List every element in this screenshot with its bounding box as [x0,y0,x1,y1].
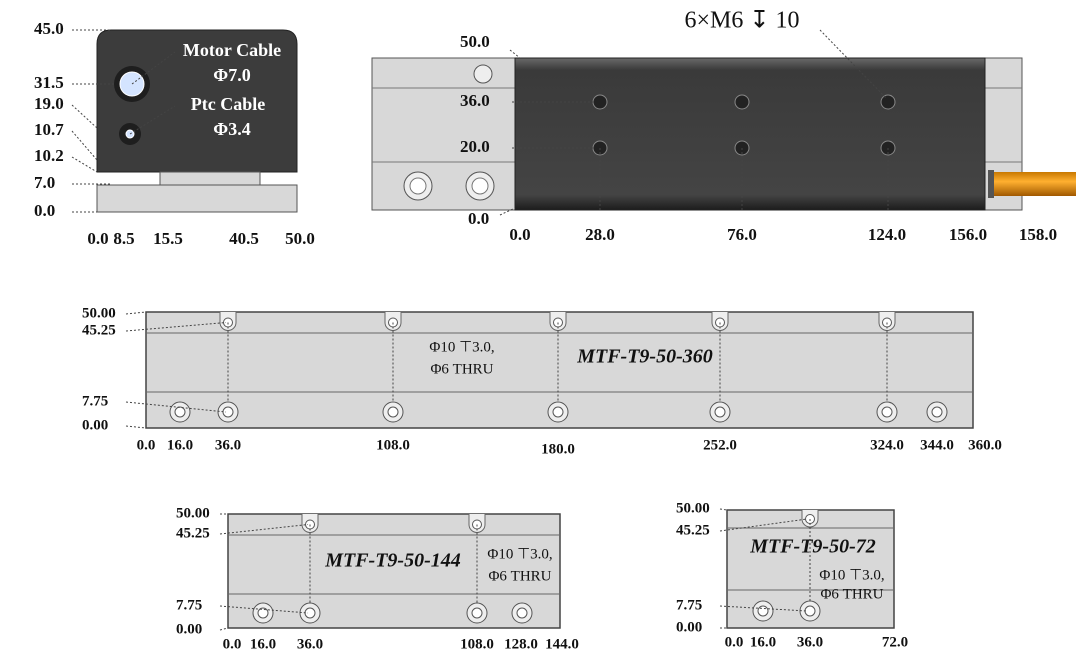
x-dimension: 36.0 [297,636,323,652]
hole [387,406,399,418]
x-dimension: 108.0 [376,437,410,453]
x-dimension: 16.0 [250,636,276,652]
y-dimension: 45.0 [34,19,64,38]
hole-note: Φ10 ⊤3.0, [429,339,494,355]
y-dimension: 50.00 [176,505,210,521]
x-dimension: 344.0 [920,437,954,453]
leader [219,605,309,614]
side-view [371,29,1076,216]
hole [757,605,769,617]
y-dimension: 45.25 [82,322,116,338]
y-dimension: 20.0 [460,137,490,156]
hole-note: Φ6 THRU [488,568,551,584]
hole [257,607,269,619]
leader [719,508,728,511]
x-dimension: 144.0 [545,636,579,652]
model-name: MTF-T9-50-72 [749,536,876,558]
y-dimension: 45.25 [176,525,210,541]
plates [125,311,974,631]
cable-callout: Φ7.0 [213,65,250,85]
hole [471,607,483,619]
x-dimension: 72.0 [882,634,908,650]
x-dimension: 108.0 [460,636,494,652]
hole [552,406,564,418]
hole [304,607,316,619]
x-dimension: 252.0 [703,437,737,453]
hole [174,406,186,418]
y-dimension: 50.00 [676,500,710,516]
leader [125,401,227,413]
x-dimension: 180.0 [541,441,575,457]
leader [719,518,808,532]
y-dimension: 31.5 [34,73,64,92]
hole [516,607,528,619]
plate-body [227,513,561,629]
hole-note: Φ10 ⊤3.0, [487,546,552,562]
y-dimension: 7.75 [176,597,202,613]
x-dimension: 16.0 [167,437,193,453]
x-dimension: 0.0 [223,636,242,652]
x-dimension: 0.0 [87,229,108,248]
hole-note: Φ6 THRU [430,361,493,377]
x-dimension: 0.0 [509,225,530,244]
x-dimension: 40.5 [229,229,259,248]
hole [222,406,234,418]
leader [125,322,227,332]
leader [219,627,229,631]
x-dimension: 0.0 [137,437,156,453]
y-dimension: 0.0 [34,201,55,220]
hole [804,605,816,617]
y-dimension: 45.25 [676,522,710,538]
x-dimension: 28.0 [585,225,615,244]
y-dimension: 0.0 [468,209,489,228]
x-dimension: 360.0 [968,437,1002,453]
y-dimension: 50.00 [82,305,116,321]
leader [125,425,147,429]
hole [714,406,726,418]
y-dimension: 19.0 [34,94,64,113]
hole [881,406,893,418]
end-view [71,29,298,213]
leader [219,524,309,535]
y-dimension: 10.7 [34,120,64,139]
x-dimension: 158.0 [1019,225,1057,244]
y-dimension: 0.00 [676,619,702,635]
y-dimension: 0.00 [82,417,108,433]
x-dimension: 15.5 [153,229,183,248]
thread-note: 6×M6 ↧ 10 [685,8,800,34]
x-dimension: 50.0 [285,229,315,248]
x-dimension: 124.0 [868,225,906,244]
x-dimension: 0.0 [725,634,744,650]
leader [125,311,147,315]
y-dimension: 36.0 [460,91,490,110]
x-dimension: 8.5 [113,229,134,248]
plate [219,513,561,631]
x-dimension: 76.0 [727,225,757,244]
cable-callout: Ptc Cable [191,94,265,114]
plate [125,311,974,429]
x-dimension: 156.0 [949,225,987,244]
y-dimension: 7.75 [82,393,108,409]
hole-note: Φ6 THRU [820,586,883,602]
cable-callout: Φ3.4 [213,119,250,139]
x-dimension: 36.0 [215,437,241,453]
x-dimension: 128.0 [504,636,538,652]
hole-note: Φ10 ⊤3.0, [819,567,884,583]
plate [719,508,895,629]
x-dimension: 324.0 [870,437,904,453]
model-name: MTF-T9-50-144 [324,550,461,572]
y-dimension: 7.75 [676,597,702,613]
y-dimension: 7.0 [34,173,55,192]
model-name: MTF-T9-50-360 [576,346,713,368]
hole [931,406,943,418]
x-dimension: 16.0 [750,634,776,650]
x-dimension: 36.0 [797,634,823,650]
leader [719,605,808,612]
y-dimension: 0.00 [176,621,202,637]
y-dimension: 50.0 [460,32,490,51]
cable-callout: Motor Cable [183,40,281,60]
y-dimension: 10.2 [34,146,64,165]
